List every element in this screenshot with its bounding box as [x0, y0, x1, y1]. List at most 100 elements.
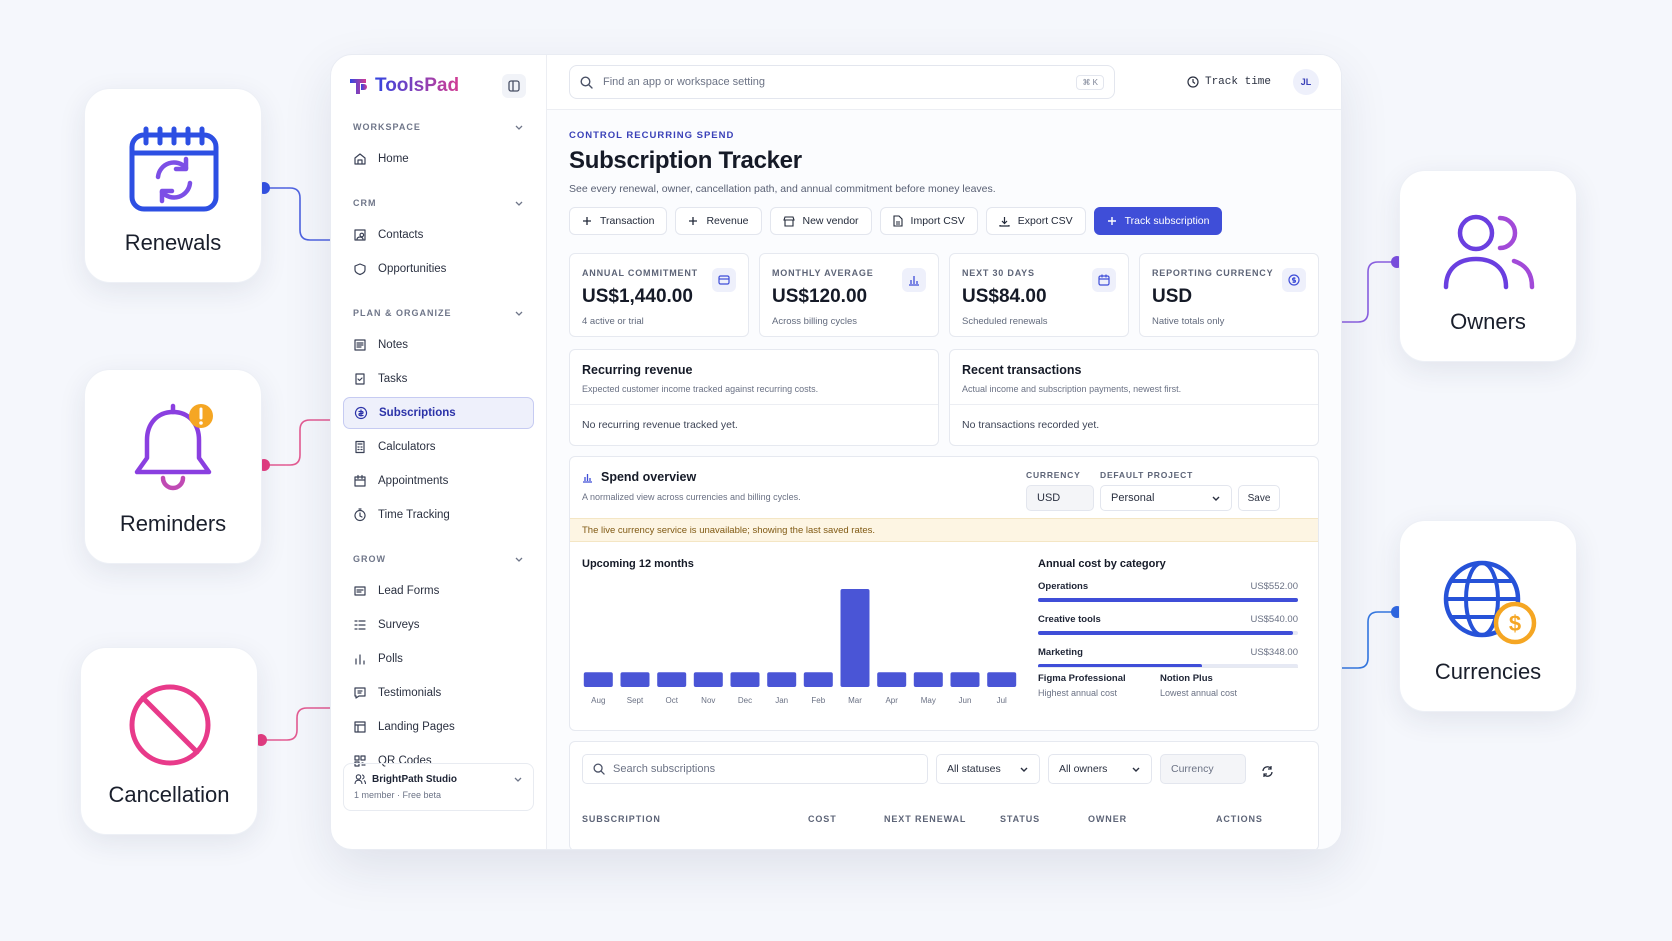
sidebar-section-title: WORKSPACE [353, 122, 421, 132]
currency-filter-input[interactable]: Currency [1160, 754, 1246, 784]
default-project-label: DEFAULT PROJECT [1100, 470, 1194, 480]
sidebar-item-label: Testimonials [378, 687, 442, 699]
import-csv-button[interactable]: Import CSV [879, 207, 978, 235]
sidebar-item-surveys[interactable]: Surveys [343, 609, 534, 641]
lowest-cost-item: Notion Plus Lowest annual cost [1160, 673, 1237, 698]
category-operations: Operations US$552.00 [1038, 581, 1298, 602]
chart-tick-label: Aug [591, 696, 605, 705]
category-list: Operations US$552.00 Creative tools US$540.… [1038, 581, 1298, 680]
user-avatar[interactable]: JL [1293, 69, 1319, 95]
add-revenue-button[interactable]: Revenue [675, 207, 762, 235]
default-project-select[interactable]: Personal [1100, 485, 1232, 511]
main-area: Find an app or workspace setting ⌘ K Tra… [547, 55, 1341, 849]
column-header-actions[interactable]: ACTIONS [1216, 814, 1263, 824]
highest-cost-name: Figma Professional [1038, 673, 1126, 684]
export-csv-button[interactable]: Export CSV [985, 207, 1086, 235]
column-header-owner[interactable]: OWNER [1088, 814, 1127, 824]
recent-transactions-desc: Actual income and subscription payments,… [962, 384, 1182, 394]
category-bar-track [1038, 664, 1298, 668]
status-filter-select[interactable]: All statuses [936, 754, 1040, 784]
track-time-button[interactable]: Track time [1187, 76, 1271, 88]
page-eyebrow: CONTROL RECURRING SPEND [569, 130, 735, 141]
sidebar-item-time-tracking[interactable]: Time Tracking [343, 499, 534, 531]
chevron-down-icon [514, 777, 522, 782]
sidebar-item-contacts[interactable]: Contacts [343, 219, 534, 251]
upcoming-chart-title: Upcoming 12 months [582, 558, 694, 570]
dollar-circle-icon [1282, 268, 1306, 292]
sidebar-item-tasks[interactable]: Tasks [343, 363, 534, 395]
status-filter-value: All statuses [947, 763, 1001, 775]
sidebar-section-crm[interactable]: CRM [343, 195, 534, 211]
refresh-button[interactable] [1256, 760, 1278, 782]
chart-bar-jan [767, 672, 797, 687]
category-bar-fill [1038, 664, 1202, 668]
sidebar-item-testimonials[interactable]: Testimonials [343, 677, 534, 709]
sidebar-section-plan-and-organize[interactable]: PLAN & ORGANIZE [343, 305, 534, 321]
sidebar-item-notes[interactable]: Notes [343, 329, 534, 361]
appointments-icon [354, 474, 366, 487]
column-header-next-renewal[interactable]: NEXT RENEWAL [884, 814, 967, 824]
highest-cost-label: Highest annual cost [1038, 688, 1118, 698]
sidebar-item-calculators[interactable]: Calculators [343, 431, 534, 463]
sidebar-item-landing-pages[interactable]: Landing Pages [343, 711, 534, 743]
workspace-meta: 1 member · Free beta [354, 790, 442, 800]
lead-forms-icon [354, 586, 366, 596]
subscriptions-table: Search subscriptions All statuses All ow… [569, 741, 1319, 849]
svg-text:$: $ [1509, 611, 1521, 636]
contacts-icon [354, 229, 366, 241]
sidebar-item-appointments[interactable]: Appointments [343, 465, 534, 497]
track-subscription-button[interactable]: Track subscription [1093, 207, 1223, 235]
add-transaction-button[interactable]: Transaction [569, 207, 668, 235]
sidebar-item-home[interactable]: Home [343, 143, 534, 175]
sidebar-item-label: Tasks [378, 373, 408, 385]
spend-overview-desc: A normalized view across currencies and … [582, 492, 801, 502]
sidebar-section-title: GROW [353, 554, 386, 564]
search-icon [593, 763, 605, 775]
sidebar-item-subscriptions[interactable]: Subscriptions [343, 397, 534, 429]
export-csv-label: Export CSV [1017, 215, 1073, 227]
time-tracking-icon [354, 508, 366, 522]
sidebar-item-label: Subscriptions [379, 407, 456, 419]
column-header-status[interactable]: STATUS [1000, 814, 1041, 824]
store-icon [782, 215, 795, 227]
sidebar-item-polls[interactable]: Polls [343, 643, 534, 675]
sidebar-item-label: Polls [378, 653, 403, 665]
sidebar-section-workspace[interactable]: WORKSPACE [343, 119, 534, 135]
global-search-input[interactable]: Find an app or workspace setting ⌘ K [569, 65, 1115, 99]
stat-value: US$120.00 [772, 286, 868, 307]
owner-filter-select[interactable]: All owners [1048, 754, 1152, 784]
recent-transactions-empty: No transactions recorded yet. [962, 419, 1100, 431]
sidebar-item-label: Calculators [378, 441, 436, 453]
workspace-switcher[interactable]: BrightPath Studio 1 member · Free beta [343, 763, 534, 811]
brand-logo[interactable]: ToolsPad [343, 69, 534, 103]
subscription-search-placeholder: Search subscriptions [613, 763, 716, 775]
sidebar-item-lead-forms[interactable]: Lead Forms [343, 575, 534, 607]
sidebar-collapse-button[interactable] [502, 74, 526, 98]
chart-bar-mar [840, 589, 870, 687]
stat-note: Native totals only [1152, 316, 1225, 327]
globe-dollar-icon: $ [1443, 560, 1537, 645]
action-bar: Transaction Revenue New vendor Import CS… [569, 207, 1319, 235]
sidebar-item-label: Time Tracking [378, 509, 450, 521]
recurring-revenue-title: Recurring revenue [582, 363, 693, 377]
new-vendor-button[interactable]: New vendor [769, 207, 872, 235]
calendar-refresh-icon [129, 126, 219, 212]
column-header-subscription[interactable]: SUBSCRIPTION [582, 814, 661, 824]
currency-field-input[interactable]: USD [1026, 485, 1094, 511]
feature-card-currencies: $ Currencies [1399, 520, 1577, 712]
currency-warning-banner: The live currency service is unavailable… [570, 518, 1318, 542]
chart-tick-label: Nov [701, 696, 715, 705]
sidebar-item-opportunities[interactable]: Opportunities [343, 253, 534, 285]
sidebar-section-grow[interactable]: GROW [343, 551, 534, 567]
landing-pages-icon [354, 721, 366, 733]
stat-value: US$84.00 [962, 286, 1047, 307]
subscription-search-input[interactable]: Search subscriptions [582, 754, 928, 784]
save-button[interactable]: Save [1238, 485, 1280, 511]
stat-card-reporting-currency: REPORTING CURRENCY USD Native totals only [1139, 253, 1319, 337]
stat-card-next-30-days: NEXT 30 DAYS US$84.00 Scheduled renewals [949, 253, 1129, 337]
stat-label: NEXT 30 DAYS [962, 268, 1035, 278]
category-creative-tools: Creative tools US$540.00 [1038, 614, 1298, 635]
column-header-cost[interactable]: COST [808, 814, 837, 824]
feature-card-owners: Owners [1399, 170, 1577, 362]
top-bar: Find an app or workspace setting ⌘ K Tra… [547, 55, 1341, 110]
